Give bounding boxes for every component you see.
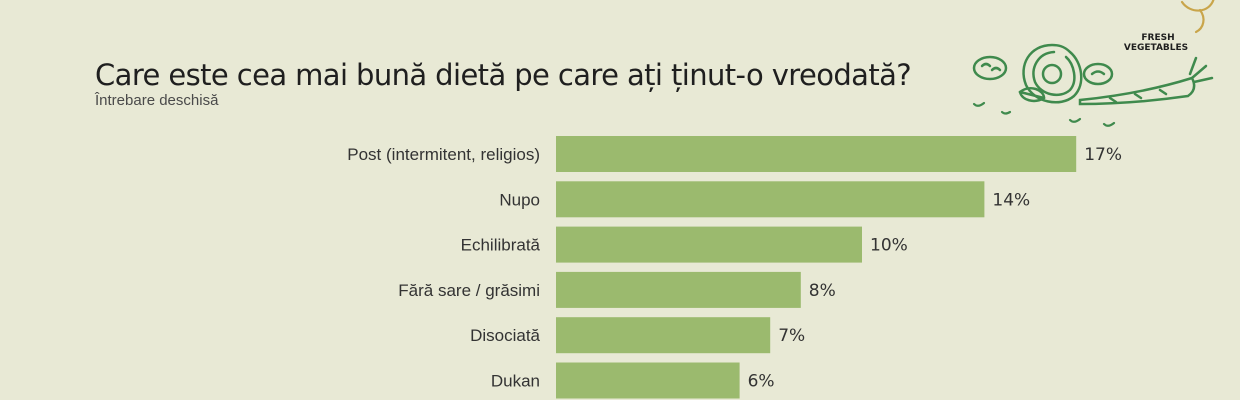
category-label: Fără sare / grăsimi xyxy=(398,281,540,300)
seed-icons xyxy=(972,101,1116,127)
category-label: Post (intermitent, religios) xyxy=(347,145,540,164)
page-subtitle: Întrebare deschisă xyxy=(95,92,219,109)
value-label: 7% xyxy=(778,326,805,346)
page-title: Care este cea mai bună dietă pe care ați… xyxy=(95,58,912,92)
bar xyxy=(556,317,771,354)
value-label: 6% xyxy=(748,372,775,392)
value-label: 14% xyxy=(992,190,1030,210)
lemon-icon xyxy=(1180,0,1215,34)
carrot-icon xyxy=(1078,56,1214,106)
badge-line2: VEGETABLES xyxy=(1124,43,1188,53)
leaf-icon xyxy=(1018,87,1046,103)
bar xyxy=(556,271,801,308)
bar xyxy=(556,362,740,399)
category-label: Nupo xyxy=(499,190,540,209)
cucumber-slice-icon xyxy=(1082,62,1114,86)
category-label: Dukan xyxy=(491,372,540,391)
avocado-icon xyxy=(1022,43,1083,104)
bar xyxy=(556,181,985,218)
value-label: 8% xyxy=(809,281,836,301)
tomato-slice-icon xyxy=(972,55,1008,81)
fresh-vegetables-illustration: FRESH VEGETABLES xyxy=(972,0,1215,127)
value-label: 17% xyxy=(1084,145,1122,165)
badge-line1: FRESH xyxy=(1141,33,1174,43)
category-label: Echilibrată xyxy=(461,236,541,255)
value-label: 10% xyxy=(870,236,908,256)
bar xyxy=(556,136,1077,172)
bar xyxy=(556,226,862,263)
category-label: Disociată xyxy=(470,326,540,345)
